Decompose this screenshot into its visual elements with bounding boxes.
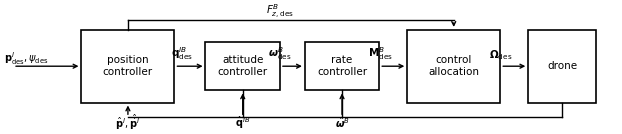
- Text: $\mathbf{p}^{I}_{\mathrm{des}}, \psi_{\mathrm{des}}$: $\mathbf{p}^{I}_{\mathrm{des}}, \psi_{\m…: [4, 51, 49, 67]
- Text: position
controller: position controller: [103, 55, 153, 77]
- Text: control
allocation: control allocation: [428, 55, 479, 77]
- Text: $\mathbf{q}^{IB}_{\mathrm{des}}$: $\mathbf{q}^{IB}_{\mathrm{des}}$: [171, 45, 193, 62]
- Text: attitude
controller: attitude controller: [218, 55, 268, 77]
- Text: $\hat{\mathbf{p}}^{I}, \hat{\dot{\mathbf{p}}}^{I}$: $\hat{\mathbf{p}}^{I}, \hat{\dot{\mathbf…: [115, 113, 141, 132]
- Text: $\mathbf{M}^{B}_{\mathrm{des}}$: $\mathbf{M}^{B}_{\mathrm{des}}$: [368, 45, 393, 62]
- Text: $\hat{\boldsymbol{\omega}}^{B}$: $\hat{\boldsymbol{\omega}}^{B}$: [335, 116, 350, 130]
- Bar: [528, 30, 596, 103]
- Bar: [205, 42, 280, 90]
- Text: $\boldsymbol{\Omega}_{\mathrm{des}}$: $\boldsymbol{\Omega}_{\mathrm{des}}$: [490, 48, 513, 62]
- Text: $F^{B}_{z,\mathrm{des}}$: $F^{B}_{z,\mathrm{des}}$: [266, 3, 294, 21]
- Text: rate
controller: rate controller: [317, 55, 367, 77]
- Text: drone: drone: [547, 61, 577, 71]
- Bar: [407, 30, 500, 103]
- Text: $\boldsymbol{\omega}^{B}_{\mathrm{des}}$: $\boldsymbol{\omega}^{B}_{\mathrm{des}}$: [268, 45, 292, 62]
- Bar: [81, 30, 174, 103]
- Bar: [305, 42, 379, 90]
- Text: $\hat{\mathbf{q}}^{IB}$: $\hat{\mathbf{q}}^{IB}$: [235, 115, 251, 131]
